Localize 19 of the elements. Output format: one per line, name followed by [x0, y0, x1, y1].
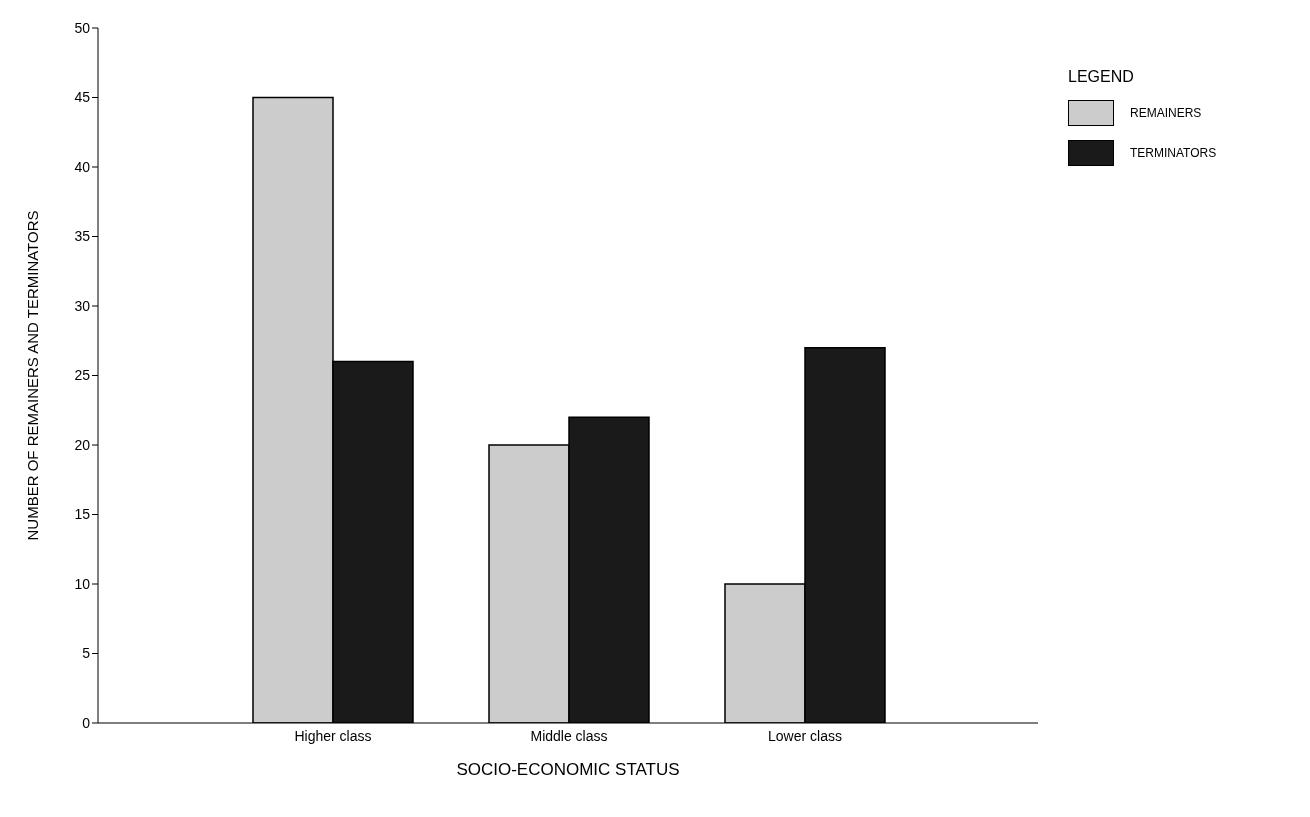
y-tick-label: 15	[74, 506, 91, 523]
y-tick-label: 30	[74, 297, 91, 314]
y-tick-label: 25	[74, 367, 91, 384]
x-tick-label: Middle class	[530, 727, 608, 744]
x-tick-label: Higher class	[294, 727, 372, 744]
x-tick-label: Lower class	[768, 727, 842, 744]
y-tick-label: 40	[74, 158, 91, 175]
y-tick-label: 20	[74, 436, 91, 453]
y-tick-label: 10	[74, 575, 91, 592]
legend-label: TERMINATORS	[1130, 146, 1217, 160]
x-axis-title: SOCIO-ECONOMIC STATUS	[456, 760, 680, 779]
y-tick-label: 45	[74, 89, 91, 106]
y-tick-label: 0	[82, 714, 91, 731]
y-tick-label: 5	[82, 645, 91, 662]
legend-label: REMAINERS	[1130, 106, 1202, 120]
legend-title: LEGEND	[1068, 68, 1135, 86]
y-tick-label: 35	[74, 228, 91, 245]
y-axis-title: NUMBER OF REMAINERS AND TERMINATORS	[24, 210, 42, 541]
y-tick-label: 50	[74, 19, 91, 36]
